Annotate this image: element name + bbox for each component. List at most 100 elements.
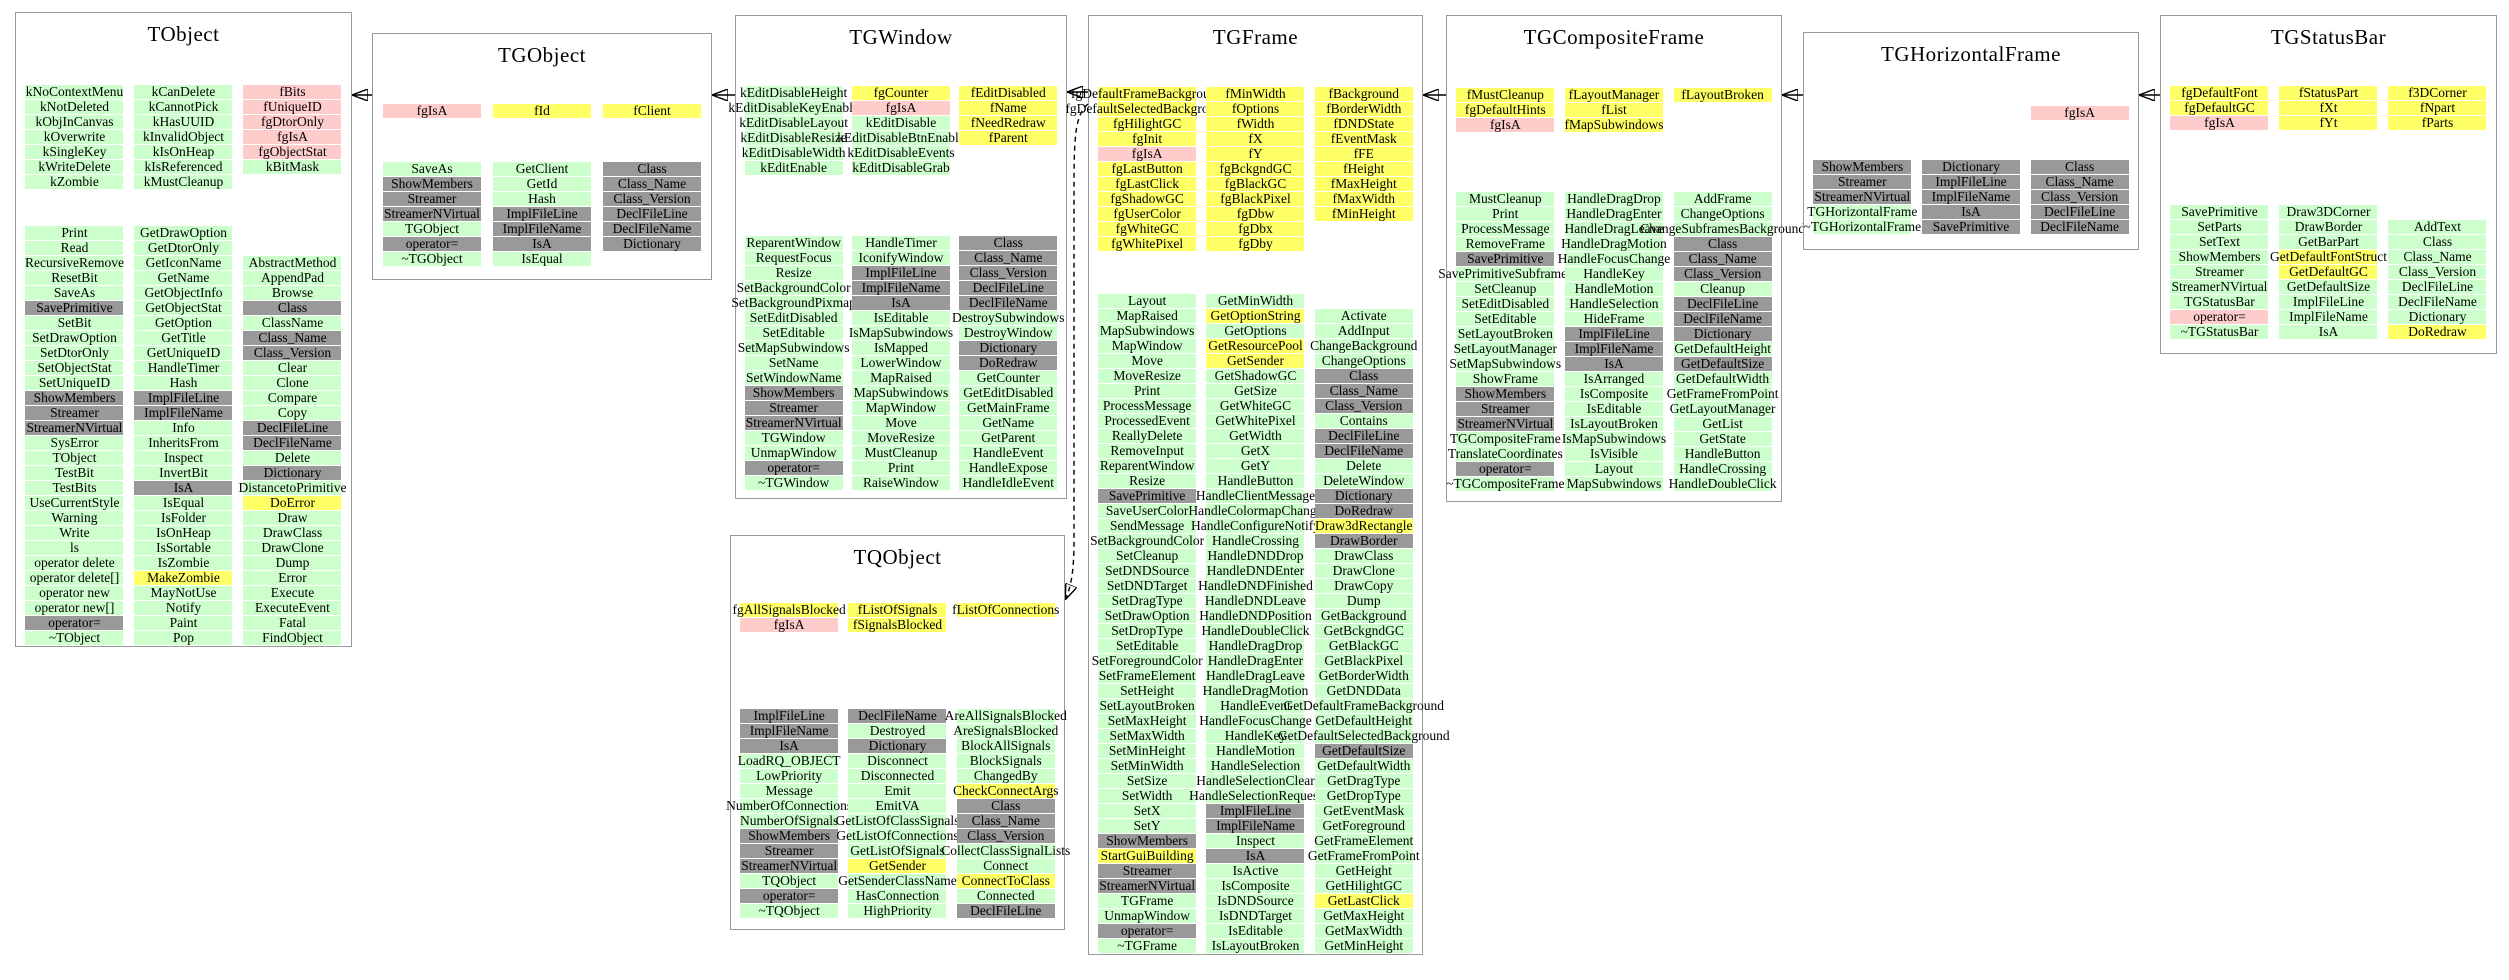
method-getdefaultgc[interactable]: GetDefaultGC	[2274, 265, 2383, 280]
method-declfileline[interactable]: DeclFileLine	[1310, 429, 1418, 444]
method-class-version[interactable]: Class_Version	[955, 266, 1062, 281]
method--tobject[interactable]: ~TObject	[20, 631, 129, 646]
method-clear[interactable]: Clear	[238, 361, 347, 376]
method-setcleanup[interactable]: SetCleanup	[1093, 549, 1201, 564]
member-fglastclick[interactable]: fgLastClick	[1093, 177, 1201, 192]
method-showframe[interactable]: ShowFrame	[1451, 372, 1560, 387]
method-getlistofconnections[interactable]: GetListOfConnections	[836, 828, 959, 843]
method-collectclasssignallists[interactable]: CollectClassSignalLists	[941, 843, 1071, 858]
method-streamer[interactable]: Streamer	[740, 401, 847, 416]
member-fgobjectstat[interactable]: fgObjectStat	[238, 145, 347, 160]
member-fsignalsblocked[interactable]: fSignalsBlocked	[843, 618, 951, 633]
method-compare[interactable]: Compare	[238, 391, 347, 406]
method-showmembers[interactable]: ShowMembers	[1093, 834, 1201, 849]
method-notify[interactable]: Notify	[129, 601, 238, 616]
method-isa[interactable]: IsA	[735, 739, 843, 754]
method-showmembers[interactable]: ShowMembers	[740, 386, 847, 401]
method-setdndtarget[interactable]: SetDNDTarget	[1093, 579, 1201, 594]
method-handledragenter[interactable]: HandleDragEnter	[1206, 653, 1305, 668]
method-declfilename[interactable]: DeclFileName	[1668, 312, 1777, 327]
member-kcannotpick[interactable]: kCannotPick	[129, 100, 238, 115]
class-title-tgobject[interactable]: TGObject	[498, 43, 586, 67]
method-deletewindow[interactable]: DeleteWindow	[1310, 474, 1418, 489]
method-lowerwindow[interactable]: LowerWindow	[847, 356, 954, 371]
method-streamernvirtual[interactable]: StreamerNVirtual	[744, 415, 843, 430]
method-class[interactable]: Class	[955, 236, 1062, 251]
method-declfileline[interactable]: DeclFileLine	[2025, 205, 2134, 220]
method-handleidleevent[interactable]: HandleIdleEvent	[955, 476, 1062, 491]
class-title-tqobject[interactable]: TQObject	[853, 545, 942, 569]
method-showmembers[interactable]: ShowMembers	[2165, 250, 2274, 265]
method-declfileline[interactable]: DeclFileLine	[1668, 297, 1777, 312]
method-isa[interactable]: IsA	[1560, 357, 1669, 372]
method-resetbit[interactable]: ResetBit	[20, 271, 129, 286]
method-getmaxwidth[interactable]: GetMaxWidth	[1310, 924, 1418, 939]
method-implfileline[interactable]: ImplFileLine	[847, 266, 954, 281]
method-class-version[interactable]: Class_Version	[2383, 265, 2492, 280]
method-implfileline[interactable]: ImplFileLine	[1560, 327, 1669, 342]
method-getdefaultheight[interactable]: GetDefaultHeight	[1314, 713, 1413, 728]
member-fglastbutton[interactable]: fgLastButton	[1093, 162, 1201, 177]
method-tgcompositeframe[interactable]: TGCompositeFrame	[1449, 431, 1561, 446]
method-isvisible[interactable]: IsVisible	[1560, 447, 1669, 462]
method-getwhitegc[interactable]: GetWhiteGC	[1201, 399, 1309, 414]
method-gettitle[interactable]: GetTitle	[129, 331, 238, 346]
method-unmapwindow[interactable]: UnmapWindow	[1093, 909, 1201, 924]
method-islayoutbroken[interactable]: IsLayoutBroken	[1560, 417, 1669, 432]
method-streamernvirtual[interactable]: StreamerNVirtual	[740, 858, 839, 873]
method-inheritsfrom[interactable]: InheritsFrom	[129, 436, 238, 451]
method-class-version[interactable]: Class_Version	[1310, 399, 1418, 414]
method-streamer[interactable]: Streamer	[377, 192, 487, 207]
member-flayoutbroken[interactable]: fLayoutBroken	[1668, 88, 1777, 103]
method-geticonname[interactable]: GetIconName	[129, 256, 238, 271]
method--tgwindow[interactable]: ~TGWindow	[740, 476, 847, 491]
member-fgisa[interactable]: fgIsA	[377, 104, 487, 119]
method-getlastclick[interactable]: GetLastClick	[1310, 894, 1418, 909]
method-disconnected[interactable]: Disconnected	[843, 769, 951, 784]
method-print[interactable]: Print	[20, 226, 129, 241]
class-title-tgcompositeframe[interactable]: TGCompositeFrame	[1523, 25, 1705, 49]
method-layout[interactable]: Layout	[1560, 462, 1669, 477]
method-class-version[interactable]: Class_Version	[1668, 267, 1777, 282]
method-setcleanup[interactable]: SetCleanup	[1451, 282, 1560, 297]
method-getname[interactable]: GetName	[129, 271, 238, 286]
method-implfilename[interactable]: ImplFileName	[1201, 819, 1309, 834]
method-setx[interactable]: SetX	[1093, 804, 1201, 819]
method-getmaxheight[interactable]: GetMaxHeight	[1310, 909, 1418, 924]
member-flistofsignals[interactable]: fListOfSignals	[843, 603, 951, 618]
method-changeoptions[interactable]: ChangeOptions	[1668, 207, 1777, 222]
method--tgcompositeframe[interactable]: ~TGCompositeFrame	[1446, 476, 1565, 491]
method-setname[interactable]: SetName	[740, 356, 847, 371]
method-gethilightgc[interactable]: GetHilightGC	[1310, 879, 1418, 894]
method-delete[interactable]: Delete	[238, 451, 347, 466]
method-removeinput[interactable]: RemoveInput	[1093, 444, 1201, 459]
method-showmembers[interactable]: ShowMembers	[735, 829, 843, 844]
method-clone[interactable]: Clone	[238, 376, 347, 391]
method-declfilename[interactable]: DeclFileName	[1310, 444, 1418, 459]
method-getclient[interactable]: GetClient	[487, 162, 597, 177]
class-title-tgstatusbar[interactable]: TGStatusBar	[2270, 25, 2387, 49]
member-flayoutmanager[interactable]: fLayoutManager	[1560, 88, 1669, 103]
method-setdragtype[interactable]: SetDragType	[1093, 594, 1201, 609]
method-ismapsubwindows[interactable]: IsMapSubwindows	[848, 325, 954, 340]
method-getblackpixel[interactable]: GetBlackPixel	[1310, 654, 1418, 669]
method-tgframe[interactable]: TGFrame	[1093, 894, 1201, 909]
method-mustcleanup[interactable]: MustCleanup	[847, 446, 954, 461]
method-implfileline[interactable]: ImplFileLine	[487, 207, 597, 222]
method-iseditable[interactable]: IsEditable	[1560, 402, 1669, 417]
method-dictionary[interactable]: Dictionary	[1917, 160, 2026, 175]
member-keditdisablelayout[interactable]: kEditDisableLayout	[739, 115, 849, 130]
method-setuniqueid[interactable]: SetUniqueID	[20, 376, 129, 391]
method-getuniqueid[interactable]: GetUniqueID	[129, 346, 238, 361]
member-fgisa[interactable]: fgIsA	[1093, 147, 1201, 162]
method-getsize[interactable]: GetSize	[1201, 384, 1309, 399]
method-handleconfigurenotify[interactable]: HandleConfigureNotify	[1190, 518, 1320, 533]
method-class[interactable]: Class	[238, 301, 347, 316]
method-getlayoutmanager[interactable]: GetLayoutManager	[1669, 401, 1776, 416]
class-title-tgframe[interactable]: TGFrame	[1212, 25, 1299, 49]
method-declfileline[interactable]: DeclFileLine	[952, 904, 1060, 919]
method-iseditable[interactable]: IsEditable	[1201, 924, 1309, 939]
method-isequal[interactable]: IsEqual	[487, 252, 597, 267]
method-requestfocus[interactable]: RequestFocus	[740, 251, 847, 266]
method-cleanup[interactable]: Cleanup	[1668, 282, 1777, 297]
